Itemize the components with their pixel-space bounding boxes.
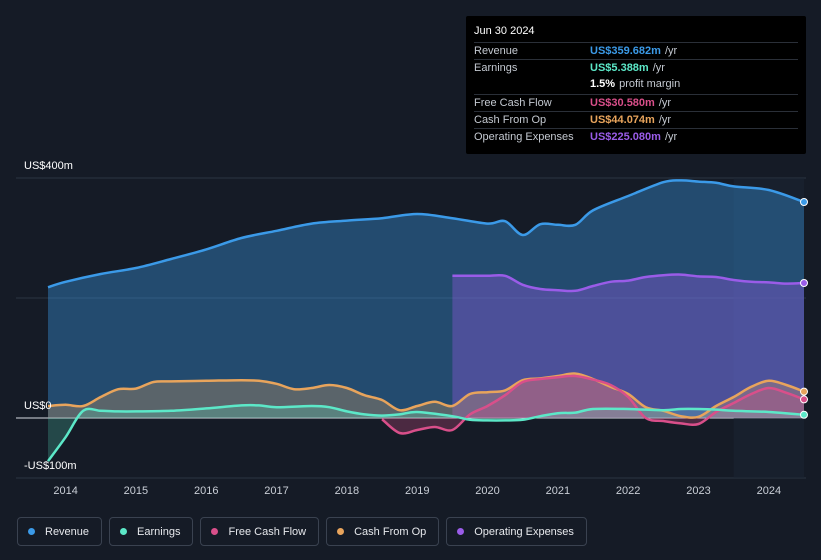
cash-from-op-end-marker <box>800 387 808 396</box>
tooltip-row-value: 1.5% <box>590 78 616 91</box>
tooltip-date: Jun 30 2024 <box>474 25 535 37</box>
x-tick-label: 2018 <box>334 485 360 497</box>
tooltip-row-label: Operating Expenses <box>474 130 574 143</box>
legend-dot-icon <box>337 528 345 535</box>
legend-dot-icon <box>211 528 219 535</box>
revenue-end-marker <box>800 198 808 206</box>
x-tick-label: 2020 <box>475 485 500 497</box>
tooltip-row-value: US$225.080m <box>590 130 661 143</box>
y-label-top: US$400m <box>24 160 73 172</box>
earnings-end-marker <box>800 410 808 419</box>
tooltip-row-suffix: /yr <box>664 130 678 143</box>
tooltip-row-label: Free Cash Flow <box>474 96 552 109</box>
earnings-line <box>46 403 805 462</box>
tooltip-row: Operating Expenses US$225.080m/yr <box>474 127 798 145</box>
legend-dot-icon <box>457 528 465 535</box>
x-tick-label: 2019 <box>404 485 430 497</box>
tooltip-row-value: US$5.388m <box>590 62 649 75</box>
y-label-zero: US$0 <box>24 400 52 412</box>
x-tick-label: 2023 <box>686 485 711 497</box>
y-label-bottom: -US$100m <box>24 460 77 472</box>
tooltip-row-label: Cash From Op <box>474 113 547 126</box>
tooltip-row-suffix: /yr <box>664 45 678 57</box>
cash-from-op-line <box>47 372 805 419</box>
x-tick-label: 2016 <box>193 485 219 497</box>
tooltip-row: 1.5% profit margin <box>474 76 798 93</box>
legend-label: Free Cash Flow <box>228 525 307 538</box>
x-tick-label: 2021 <box>545 485 571 497</box>
tooltip-row-value: US$359.682m <box>590 45 661 57</box>
legend-item-free-cash-flow[interactable]: Free Cash Flow <box>200 517 320 546</box>
legend-item-cash-from-op[interactable]: Cash From Op <box>326 517 440 546</box>
legend-dot-icon <box>120 528 128 535</box>
legend-dot-icon <box>28 528 35 535</box>
legend-label: Operating Expenses <box>474 525 574 538</box>
legend-item-operating-expenses[interactable]: Operating Expenses <box>446 517 587 546</box>
free-cash-flow-end-marker <box>800 395 808 404</box>
legend-item-earnings[interactable]: Earnings <box>109 517 194 546</box>
x-tick-label: 2022 <box>615 485 641 497</box>
x-tick-label: 2024 <box>756 485 782 497</box>
chart-legend: Revenue Earnings Free Cash Flow Cash From O… <box>17 517 587 546</box>
tooltip-row: Revenue US$359.682m/yr <box>474 42 798 59</box>
tooltip-row-suffix: /yr <box>658 96 672 109</box>
tooltip-row: Cash From Op US$44.074m/yr <box>474 110 798 128</box>
operating-expenses-end-marker <box>800 279 808 287</box>
tooltip-row-suffix: /yr <box>652 62 665 75</box>
tooltip-row: Earnings US$5.388m/yr <box>474 59 798 76</box>
x-tick-label: 2017 <box>264 485 289 497</box>
legend-item-revenue[interactable]: Revenue <box>17 517 103 546</box>
tooltip-row-label: Earnings <box>474 62 518 75</box>
free-cash-flow-line <box>381 374 805 435</box>
x-tick-label: 2015 <box>123 485 149 497</box>
legend-label: Revenue <box>45 525 90 538</box>
tooltip-row-suffix: /yr <box>658 113 672 126</box>
revenue-line <box>47 179 805 289</box>
operating-expenses-line <box>452 273 805 293</box>
legend-label: Cash From Op <box>354 525 427 538</box>
tooltip-row-value: US$44.074m <box>590 113 655 126</box>
x-tick-label: 2014 <box>53 485 78 497</box>
operating-expenses-area <box>452 274 804 418</box>
tooltip-row-value: US$30.580m <box>590 96 655 109</box>
tooltip-row: Free Cash Flow US$30.580m/yr <box>474 93 798 111</box>
data-tooltip: Jun 30 2024 Revenue US$359.682m/yr Earning… <box>466 16 806 154</box>
tooltip-row-label: Revenue <box>474 45 519 57</box>
legend-label: Earnings <box>137 525 181 538</box>
free-cash-flow-area <box>382 375 804 434</box>
tooltip-row-suffix: profit margin <box>619 78 681 91</box>
forecast-band <box>733 178 804 478</box>
tooltip-row-label <box>474 76 590 93</box>
